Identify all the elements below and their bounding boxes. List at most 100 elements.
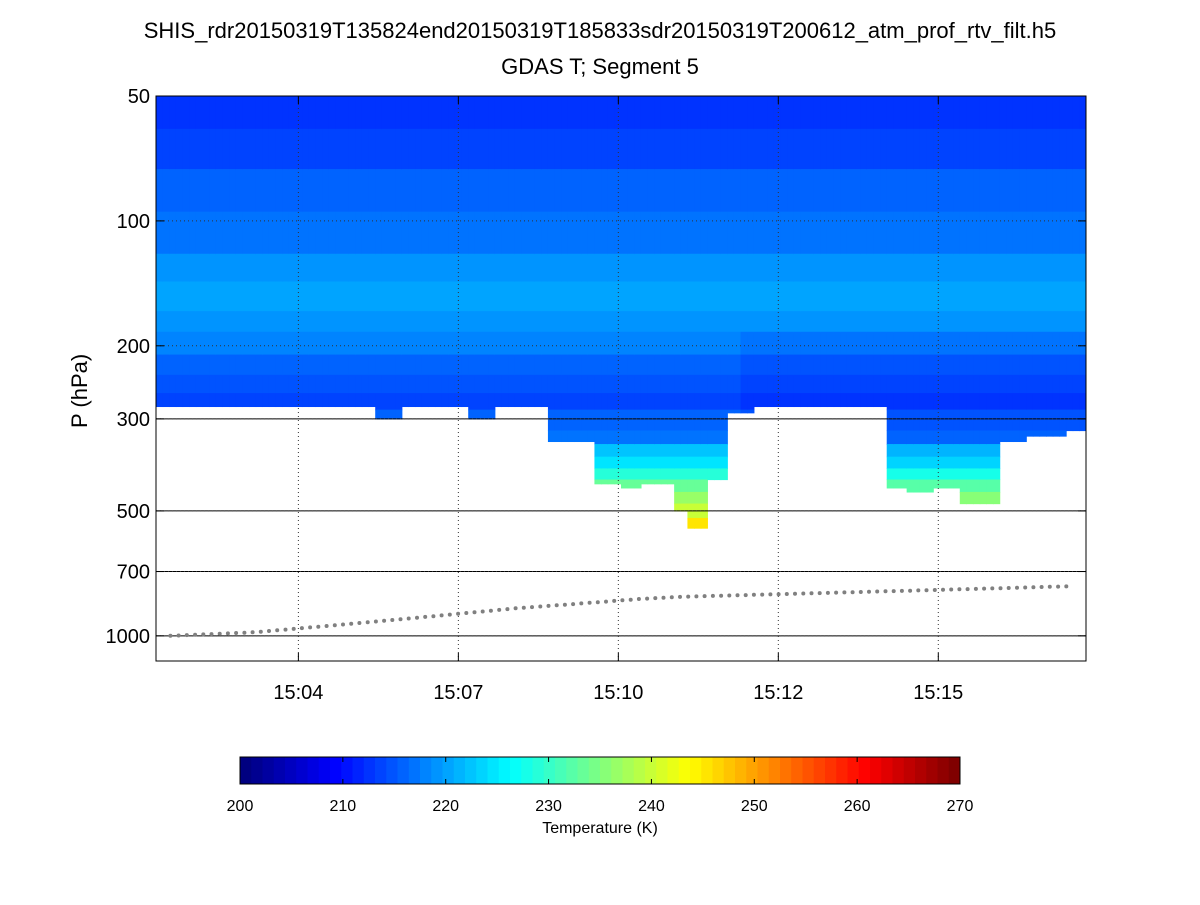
- heatmap-cell: [999, 374, 1007, 394]
- heatmap-cell: [1026, 253, 1034, 283]
- heatmap-cell: [714, 128, 722, 170]
- heatmap-cell: [1066, 281, 1074, 312]
- surface-pressure-point: [899, 588, 904, 593]
- heatmap-cell: [1066, 211, 1074, 255]
- heatmap-cell: [840, 374, 848, 394]
- heatmap-cell: [660, 456, 669, 470]
- heatmap-cell: [800, 96, 808, 130]
- heatmap-cell: [1032, 354, 1041, 376]
- heatmap-cell: [953, 128, 961, 170]
- heatmap-cell: [468, 281, 476, 312]
- heatmap-cell: [966, 409, 974, 432]
- heatmap-cell: [1019, 354, 1027, 376]
- heatmap-cell: [674, 128, 682, 170]
- heatmap-cell: [209, 211, 217, 255]
- heatmap-cell: [361, 331, 370, 356]
- heatmap-cell: [209, 169, 217, 213]
- heatmap-cell: [1019, 374, 1027, 394]
- heatmap-cell: [654, 211, 662, 255]
- heatmap-cell: [900, 211, 908, 255]
- heatmap-cell: [508, 211, 516, 255]
- heatmap-cell: [249, 211, 257, 255]
- heatmap-cell: [547, 409, 556, 432]
- heatmap-cell: [601, 409, 609, 432]
- heatmap-cell: [747, 281, 755, 312]
- heatmap-cell: [720, 281, 728, 312]
- heatmap-cell: [195, 169, 204, 213]
- heatmap-cell: [435, 281, 443, 312]
- heatmap-cell: [1079, 211, 1086, 255]
- heatmap-cell: [893, 374, 901, 394]
- heatmap-cell: [488, 311, 496, 333]
- heatmap-cell: [328, 169, 336, 213]
- colorbar-segment: [453, 757, 466, 784]
- heatmap-cell: [268, 96, 277, 130]
- heatmap-cell: [826, 96, 835, 130]
- heatmap-cell: [986, 456, 994, 470]
- heatmap-cell: [581, 253, 589, 283]
- heatmap-cell: [514, 311, 522, 333]
- heatmap-cell: [634, 253, 642, 283]
- heatmap-cell: [866, 374, 875, 394]
- heatmap-cell: [747, 96, 755, 130]
- heatmap-cell: [288, 253, 297, 283]
- heatmap-cell: [906, 354, 914, 376]
- heatmap-cell: [654, 96, 662, 130]
- surface-pressure-point: [702, 594, 707, 599]
- heatmap-cell: [401, 211, 410, 255]
- heatmap-cell: [448, 311, 456, 333]
- heatmap-cell: [860, 253, 868, 283]
- heatmap-cell: [913, 393, 921, 411]
- heatmap-cell: [182, 96, 190, 130]
- surface-pressure-point: [225, 631, 230, 636]
- heatmap-cell: [760, 331, 768, 356]
- heatmap-cell: [946, 409, 954, 432]
- surface-pressure-point: [727, 593, 732, 598]
- heatmap-cell: [461, 211, 469, 255]
- heatmap-cell: [813, 311, 821, 333]
- colorbar-tick-label: 270: [947, 798, 974, 815]
- heatmap-cell: [189, 281, 197, 312]
- heatmap-cell: [700, 374, 708, 394]
- heatmap-cell: [860, 311, 868, 333]
- heatmap-cell: [508, 311, 516, 333]
- heatmap-cell: [999, 430, 1007, 443]
- heatmap-cell: [993, 128, 1001, 170]
- heatmap-cell: [428, 169, 436, 213]
- heatmap-cell: [953, 430, 961, 445]
- heatmap-cell: [820, 96, 828, 130]
- surface-pressure-point: [217, 631, 222, 636]
- heatmap-cell: [1012, 211, 1021, 255]
- heatmap-cell: [474, 211, 483, 255]
- heatmap-cell: [534, 96, 542, 130]
- heatmap-cell: [860, 281, 868, 312]
- surface-pressure-point: [398, 617, 403, 622]
- heatmap-cell: [880, 354, 888, 376]
- heatmap-cell: [807, 253, 815, 283]
- heatmap-cell: [1059, 331, 1067, 356]
- heatmap-cell: [1032, 393, 1041, 411]
- heatmap-cell: [647, 281, 655, 312]
- heatmap-cell: [833, 211, 841, 255]
- heatmap-cell: [833, 169, 841, 213]
- heatmap-cell: [454, 211, 463, 255]
- heatmap-cell: [501, 128, 509, 170]
- heatmap-cell: [1032, 169, 1041, 213]
- heatmap-cell: [229, 374, 237, 394]
- colorbar-segment: [645, 757, 657, 784]
- heatmap-cell: [607, 311, 615, 333]
- heatmap-cell: [946, 374, 954, 394]
- surface-pressure-point: [431, 614, 436, 619]
- x-tick-label: 15:10: [593, 682, 643, 704]
- heatmap-cell: [501, 211, 509, 255]
- heatmap-cell: [1072, 96, 1080, 130]
- surface-pressure-point: [505, 607, 510, 612]
- heatmap-cell: [733, 211, 742, 255]
- heatmap-cell: [1039, 393, 1047, 411]
- heatmap-cell: [488, 354, 496, 376]
- heatmap-cell: [162, 253, 170, 283]
- heatmap-cell: [826, 354, 835, 376]
- heatmap-cell: [979, 169, 987, 213]
- heatmap-cell: [501, 311, 509, 333]
- heatmap-cell: [574, 253, 582, 283]
